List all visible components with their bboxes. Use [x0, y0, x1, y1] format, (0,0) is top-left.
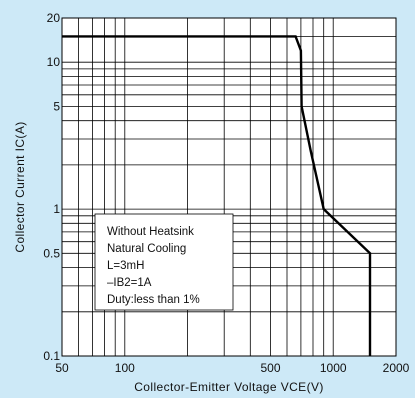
x-tick-labels: 50 100 500 1000 2000: [55, 361, 409, 375]
curve-layer: [62, 35, 372, 356]
y-tick-label: 20: [47, 11, 61, 25]
x-axis-title: Collector-Emitter Voltage VCE(V): [134, 380, 324, 394]
x-tick-label: 100: [115, 361, 135, 375]
y-tick-label: 0.1: [43, 349, 60, 363]
y-tick-labels: 0.1 0.5 1 5 10 20: [43, 11, 60, 363]
y-tick-label: 0.5: [43, 246, 60, 260]
y-tick-label: 5: [53, 99, 60, 113]
x-tick-label: 1000: [320, 361, 347, 375]
y-tick-label: 10: [47, 55, 61, 69]
y-tick-label: 1: [53, 202, 60, 216]
annotation-frame: [94, 213, 234, 311]
annotation-line: Duty:less than 1%: [107, 294, 200, 306]
plot-frame: [61, 17, 397, 357]
x-tick-label: 500: [260, 361, 280, 375]
annotation-line: –IB2=1A: [107, 277, 152, 289]
annotation-line: Natural Cooling: [107, 243, 186, 255]
x-tick-label: 2000: [383, 361, 410, 375]
x-tick-label: 50: [55, 361, 69, 375]
annotation-line: Without Heatsink: [107, 226, 194, 238]
annotation-box: Without Heatsink Natural Cooling L=3mH –…: [94, 213, 234, 311]
annotation-line: L=3mH: [107, 260, 144, 272]
soa-curve: [62, 35, 372, 356]
y-axis-title: Collector Current IC(A): [13, 121, 27, 252]
